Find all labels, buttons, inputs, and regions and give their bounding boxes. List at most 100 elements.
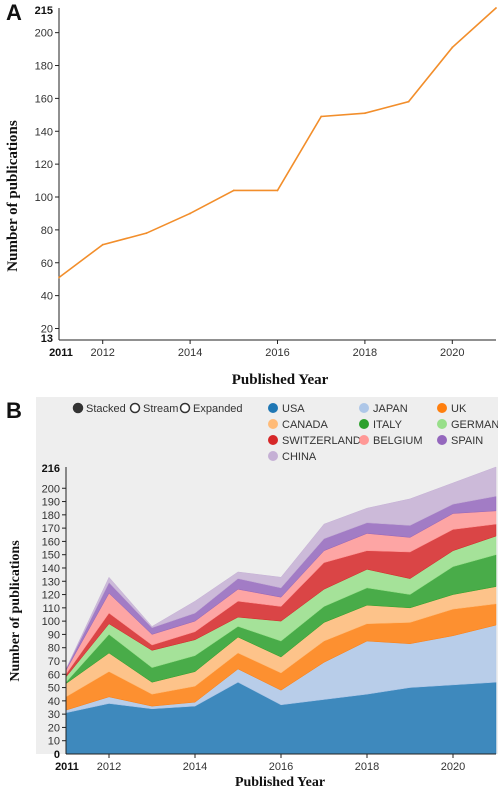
y-tick-label: 20 xyxy=(48,722,60,734)
legend-item-spain[interactable]: SPAIN xyxy=(437,435,483,447)
legend-item-belgium[interactable]: BELGIUM xyxy=(359,435,423,447)
legend-label: SWITZERLAND xyxy=(282,435,361,447)
legend-swatch xyxy=(268,451,278,461)
legend-item-italy[interactable]: ITALY xyxy=(359,419,403,431)
panel-a-letter: A xyxy=(6,0,22,25)
y-tick-label: 160 xyxy=(42,536,60,548)
legend-item-germany[interactable]: GERMANY xyxy=(437,419,498,431)
control-stacked[interactable]: Stacked xyxy=(72,402,126,415)
y-tick-label: 40 xyxy=(41,291,53,303)
data-point xyxy=(495,7,497,9)
x-tick-label: 2018 xyxy=(353,347,377,359)
legend-label: CHINA xyxy=(282,451,317,463)
y-tick-label: 20 xyxy=(41,323,53,335)
y-tick-label: 100 xyxy=(42,616,60,628)
legend-swatch xyxy=(268,419,278,429)
control-stream[interactable]: Stream xyxy=(129,402,179,415)
control-radio xyxy=(129,402,141,414)
y-min-label: 0 xyxy=(54,749,60,761)
y-tick-label: 120 xyxy=(42,590,60,602)
y-tick-label: 10 xyxy=(48,736,60,748)
legend-item-uk[interactable]: UK xyxy=(437,403,467,415)
data-point xyxy=(320,115,323,118)
panel-b-letter: B xyxy=(6,398,22,423)
legend-swatch xyxy=(359,403,369,413)
legend-label: CANADA xyxy=(282,419,329,431)
data-point xyxy=(101,243,104,246)
control-radio xyxy=(179,402,191,414)
control-expanded[interactable]: Expanded xyxy=(179,402,243,415)
y-max-label: 216 xyxy=(42,463,60,475)
control-radio xyxy=(72,402,84,414)
legend-swatch xyxy=(437,419,447,429)
y-tick-label: 140 xyxy=(42,563,60,575)
y-axis-title: Number of publications xyxy=(5,120,21,272)
control-label: Stream xyxy=(143,403,178,415)
y-tick-label: 100 xyxy=(35,192,53,204)
y-tick-label: 30 xyxy=(48,709,60,721)
legend-label: USA xyxy=(282,403,305,415)
data-point xyxy=(145,232,148,235)
x-axis-title: Published Year xyxy=(235,775,325,790)
series-line xyxy=(58,7,497,279)
x-tick-label: 2016 xyxy=(269,761,293,773)
legend-swatch xyxy=(437,403,447,413)
x-tick-label: 2014 xyxy=(183,761,207,773)
legend-swatch xyxy=(359,419,369,429)
y-tick-label: 80 xyxy=(41,225,53,237)
chart-a: 20 40 60 80 100 120 140 160 180 200 215 13 2012 2014 2… xyxy=(5,5,497,388)
data-point xyxy=(232,189,235,192)
y-tick-label: 60 xyxy=(41,258,53,270)
y-tick-label: 190 xyxy=(42,497,60,509)
legend-label: GERMANY xyxy=(451,419,498,431)
y-tick-label: 150 xyxy=(42,550,60,562)
control-label: Expanded xyxy=(193,403,243,415)
legend-label: SPAIN xyxy=(451,435,483,447)
chart-b: Stacked Stream Expanded USA JAPAN UK CANADA ITA… xyxy=(8,397,498,790)
legend-label: JAPAN xyxy=(373,403,408,415)
legend-item-usa[interactable]: USA xyxy=(268,403,305,415)
y-tick-label: 80 xyxy=(48,643,60,655)
x-tick-label: 2014 xyxy=(178,347,202,359)
data-point xyxy=(58,276,60,279)
legend-label: BELGIUM xyxy=(373,435,423,447)
x-tick-label: 2018 xyxy=(355,761,379,773)
legend-item-china[interactable]: CHINA xyxy=(268,451,317,463)
y-tick-label: 200 xyxy=(42,483,60,495)
y-tick-label: 120 xyxy=(35,159,53,171)
y-tick-label: 60 xyxy=(48,669,60,681)
y-tick-label: 110 xyxy=(42,603,60,615)
data-point xyxy=(189,212,192,215)
y-tick-label: 90 xyxy=(48,629,60,641)
y-tick-label: 50 xyxy=(48,683,60,695)
data-point xyxy=(276,189,279,192)
y-max-label: 215 xyxy=(35,5,53,17)
y-tick-label: 70 xyxy=(48,656,60,668)
y-tick-label: 130 xyxy=(42,576,60,588)
x-axis-title: Published Year xyxy=(232,372,329,388)
y-min-label: 13 xyxy=(41,333,53,345)
legend-item-canada[interactable]: CANADA xyxy=(268,419,329,431)
legend-item-japan[interactable]: JAPAN xyxy=(359,403,408,415)
data-point xyxy=(451,46,454,49)
y-axis-title: Number of publications xyxy=(8,540,23,682)
y-tick-label: 160 xyxy=(35,93,53,105)
y-tick-label: 40 xyxy=(48,696,60,708)
x-tick-label: 2020 xyxy=(441,761,465,773)
control-label: Stacked xyxy=(86,403,126,415)
legend-swatch xyxy=(268,435,278,445)
legend-swatch xyxy=(359,435,369,445)
legend-swatch xyxy=(268,403,278,413)
x-tick-label: 2016 xyxy=(265,347,289,359)
x-tick-label: 2012 xyxy=(90,347,114,359)
y-tick-label: 180 xyxy=(35,61,53,73)
y-tick-label: 180 xyxy=(42,510,60,522)
legend-item-switzerland[interactable]: SWITZERLAND xyxy=(268,435,361,447)
x-min-label: 2011 xyxy=(55,761,79,773)
data-point xyxy=(407,100,410,103)
x-tick-label: 2012 xyxy=(97,761,121,773)
data-point xyxy=(364,112,366,115)
legend-swatch xyxy=(437,435,447,445)
y-tick-label: 140 xyxy=(35,126,53,138)
y-tick-label: 170 xyxy=(42,523,60,535)
